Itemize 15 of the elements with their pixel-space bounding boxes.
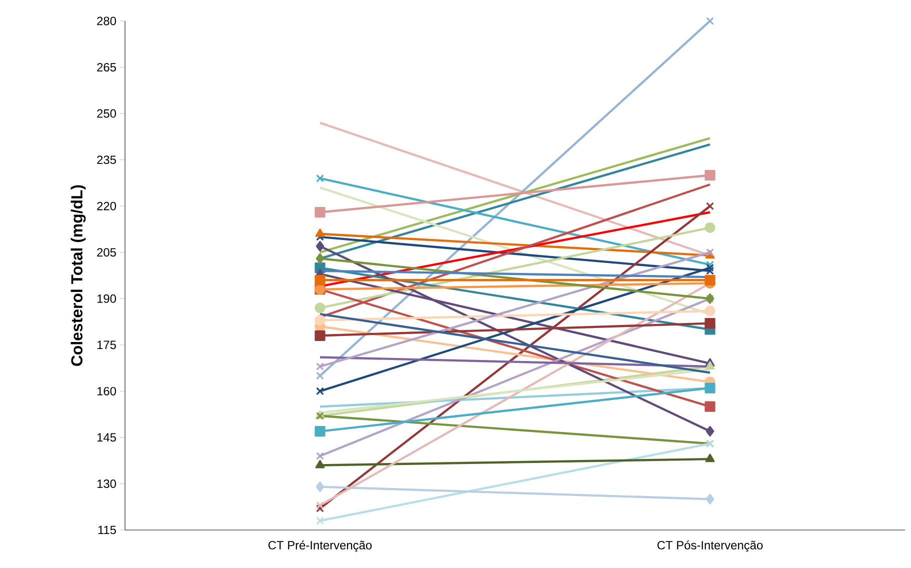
x-tick-label: CT Pré-Intervenção [268, 540, 372, 552]
y-tick-label: 115 [98, 526, 116, 534]
y-tick-label: 130 [97, 480, 116, 488]
y-tick-label: 160 [97, 386, 116, 396]
y-tick-label: 250 [97, 109, 116, 118]
y-tick-label: 235 [97, 156, 116, 164]
y-tick-label: 205 [97, 248, 116, 257]
y-tick-label: 265 [97, 63, 116, 72]
x-tick-label: CT Pós-Intervenção [657, 540, 763, 552]
y-tick-label: 190 [97, 294, 116, 303]
y-tick-label: 145 [97, 433, 116, 442]
y-tick-label: 175 [97, 340, 116, 350]
y-axis-title: Colesterol Total (mg/dL) [70, 185, 86, 366]
y-tick-label: 220 [97, 202, 116, 210]
y-tick-label: 280 [97, 16, 116, 26]
